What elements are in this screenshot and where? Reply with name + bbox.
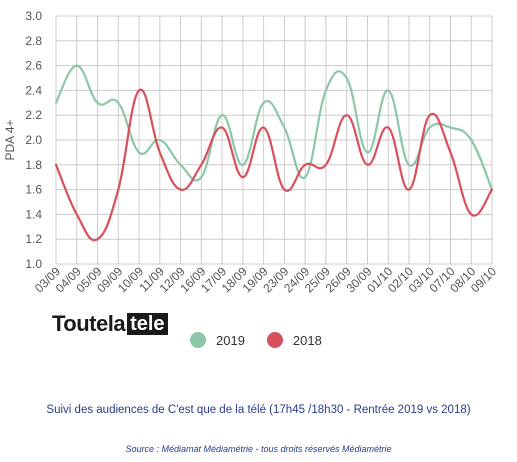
legend-item-2018: 2018 [266, 332, 322, 348]
toutelatele-logo: Toutela tele [52, 311, 168, 336]
y-tick-label: 2.8 [25, 34, 42, 48]
y-tick-label: 1.6 [25, 183, 42, 197]
logo-text-part2: tele [127, 313, 168, 335]
y-tick-label: 2.2 [25, 108, 42, 122]
legend-label-2019: 2019 [216, 332, 245, 348]
y-axis-label: PDA 4+ [3, 119, 17, 160]
line-chart: 3.0 2.8 2.6 2.4 2.2 2.0 1.8 1.6 1.4 1.2 1.0 03/090… [3, 9, 499, 295]
x-tick-labels: 03/0904/0905/0909/0910/0911/0912/0916/09… [32, 264, 499, 295]
legend-swatch-2019 [190, 332, 206, 348]
y-tick-labels: 3.0 2.8 2.6 2.4 2.2 2.0 1.8 1.6 1.4 1.2 1.0 [25, 9, 42, 271]
chart-series [54, 64, 494, 242]
series-line-2019 [54, 64, 494, 191]
logo-text-part1: Toutela [52, 311, 126, 336]
y-tick-label: 1.0 [25, 257, 42, 271]
legend-label-2018: 2018 [292, 332, 322, 348]
y-tick-label: 2.6 [25, 59, 42, 73]
y-tick-label: 2.0 [25, 133, 42, 147]
y-tick-label: 3.0 [25, 9, 42, 23]
legend-item-2019: 2019 [190, 332, 245, 348]
y-tick-label: 1.2 [25, 232, 42, 246]
legend-swatch-2018 [266, 332, 283, 348]
y-tick-label: 1.4 [25, 207, 42, 221]
chart-caption: Suivi des audiences de C'est que de la t… [46, 404, 471, 416]
chart-legend: 2019 2018 [190, 332, 322, 348]
series-line-2018 [54, 88, 494, 242]
y-tick-label: 2.4 [25, 83, 42, 97]
chart-grid [55, 15, 493, 265]
y-tick-label: 1.8 [25, 158, 42, 172]
source-note: Source : Médiamat Médiamétrie - tous dro… [125, 444, 392, 454]
